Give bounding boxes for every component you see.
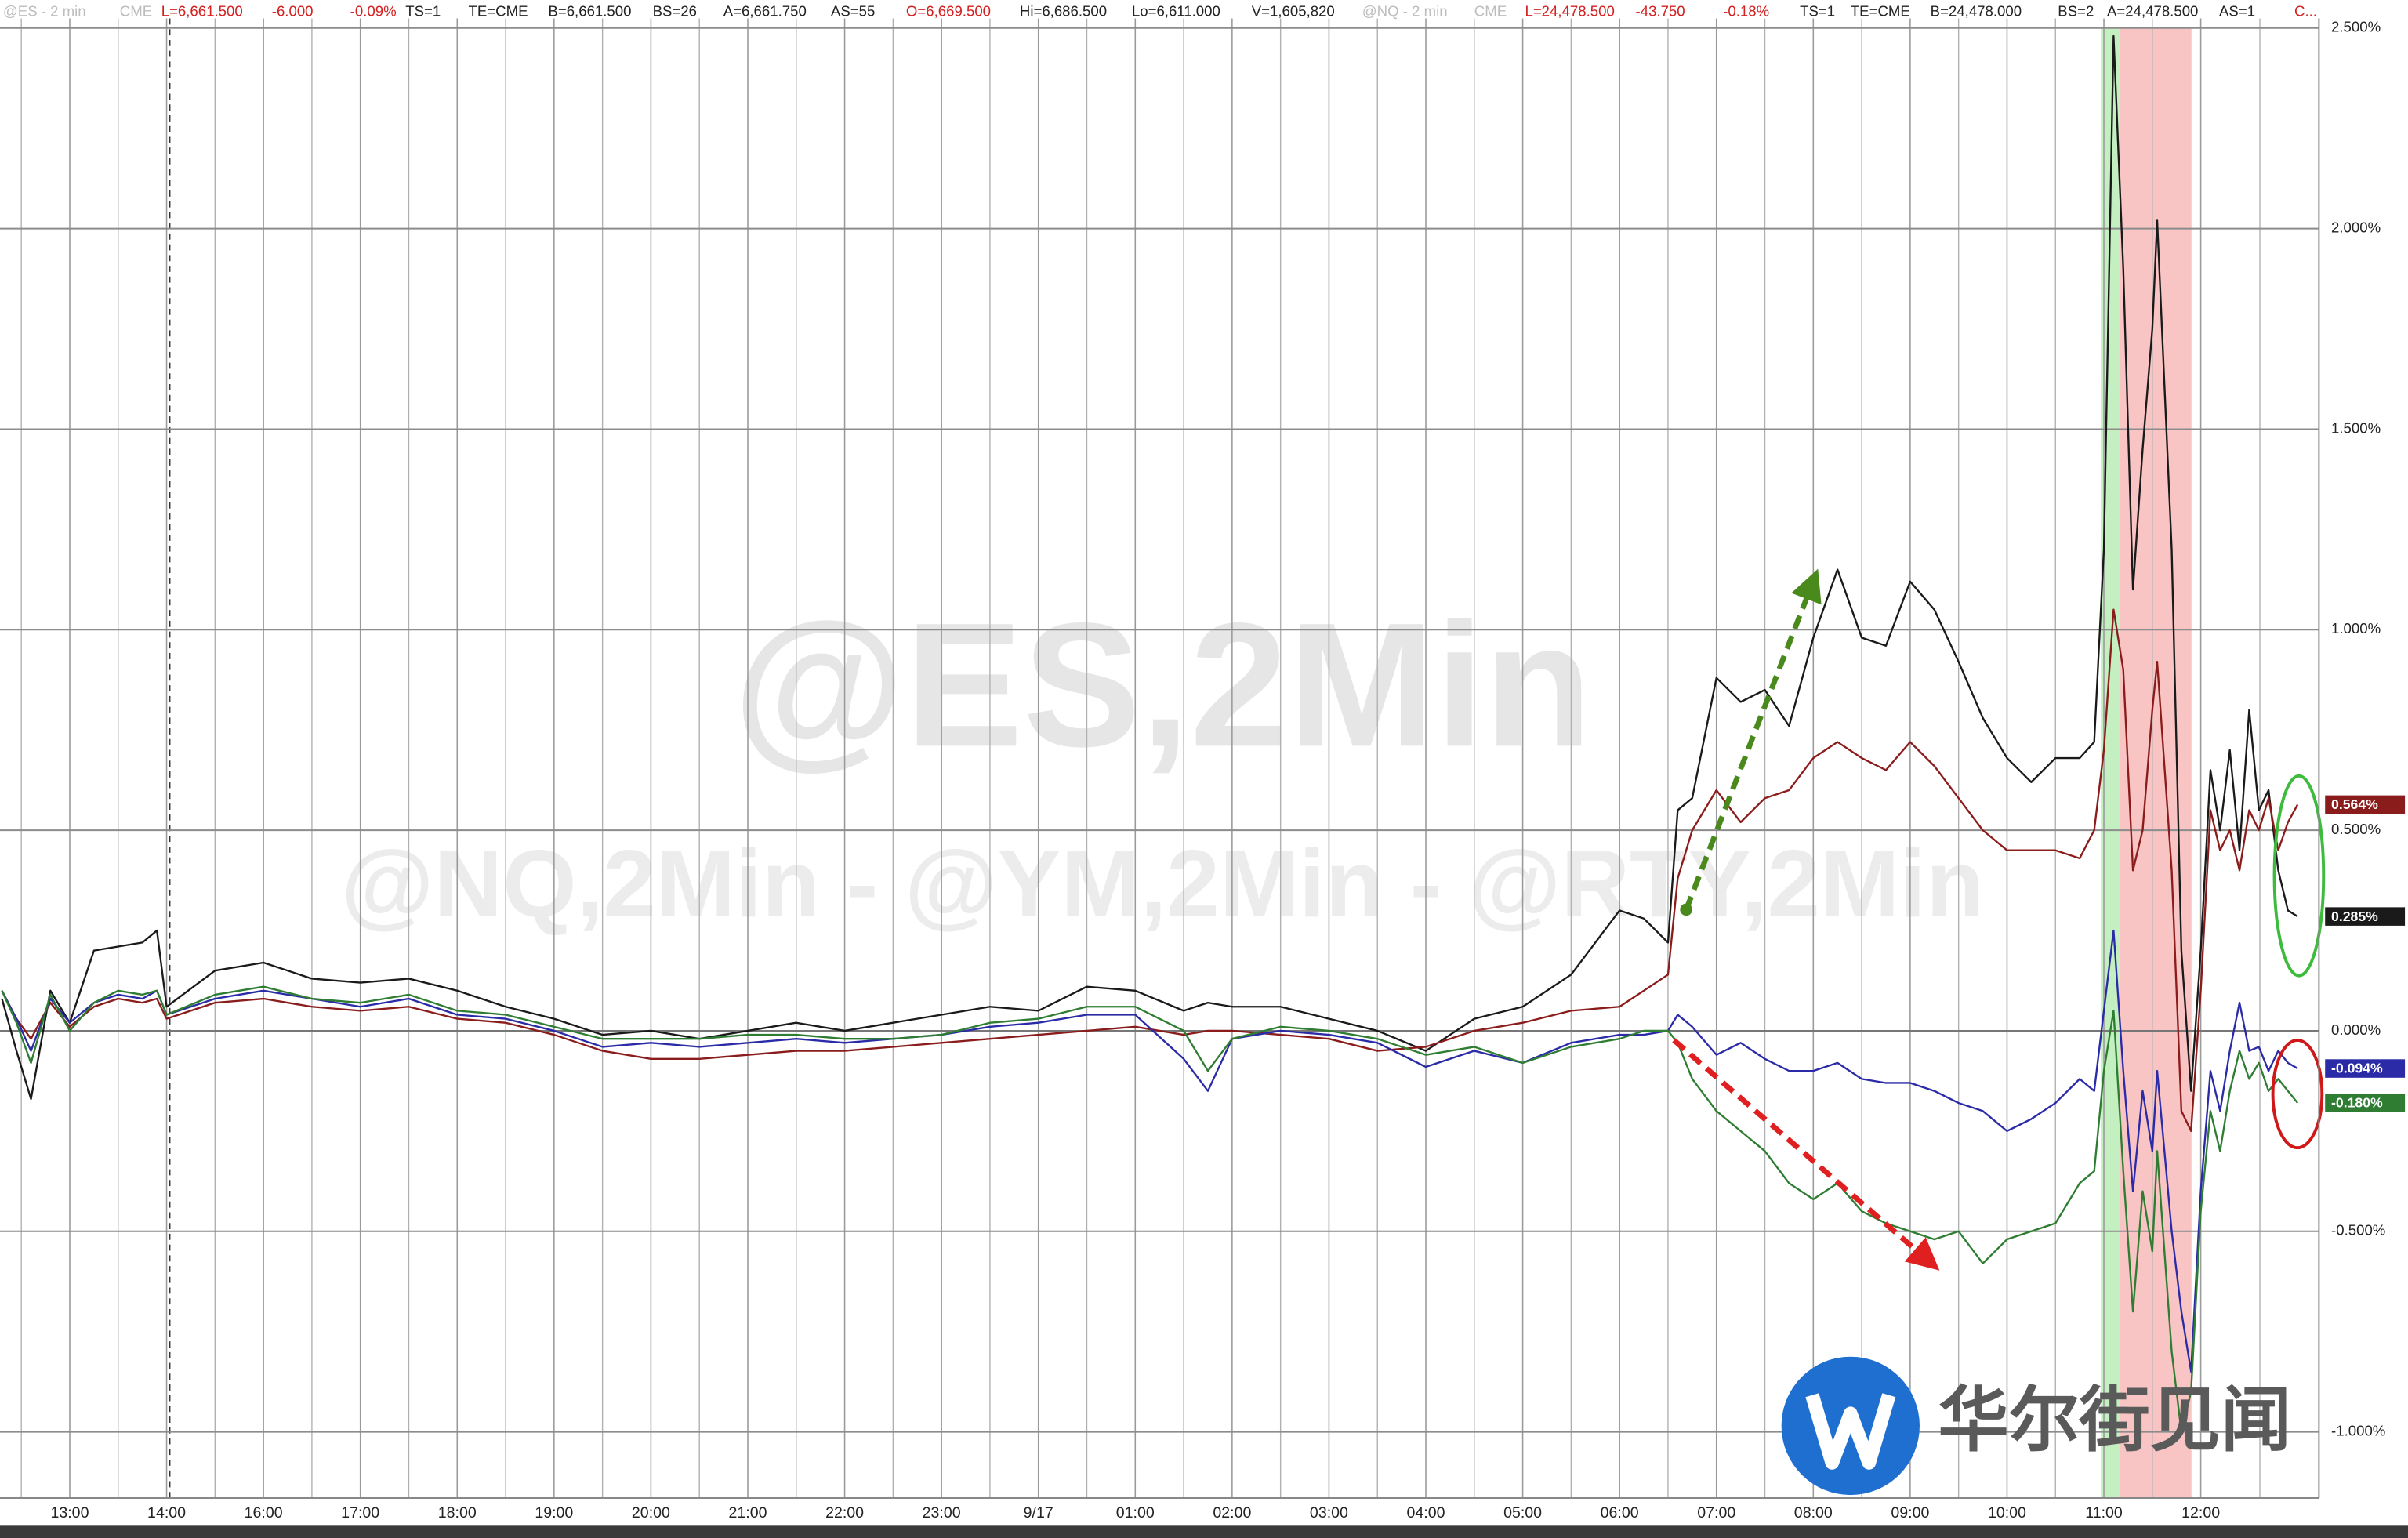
x-tick-label: 04:00	[1407, 1504, 1445, 1522]
series-line	[1, 985, 2299, 1433]
header-item: TE=CME	[469, 3, 528, 20]
bottom-bar	[0, 1525, 2408, 1538]
header-item: L=24,478.500	[1525, 3, 1614, 20]
header-item: A=6,661.750	[723, 3, 807, 20]
arrow-dot	[1680, 903, 1693, 916]
y-tick-label: -0.500%	[2331, 1222, 2385, 1239]
x-tick-label: 16:00	[245, 1504, 283, 1522]
header-item: O=6,669.500	[906, 3, 991, 20]
header-item: CME	[1474, 3, 1507, 20]
y-tick-label: 0.500%	[2331, 821, 2381, 837]
last-value-label: -0.180%	[2331, 1095, 2383, 1111]
header-item: -6.000	[272, 3, 314, 20]
header-item: C...	[2294, 3, 2317, 20]
x-tick-label: 09:00	[1891, 1504, 1929, 1522]
x-tick-label: 22:00	[825, 1504, 864, 1522]
y-tick-label: 2.500%	[2331, 19, 2381, 35]
x-tick-label: 11:00	[2085, 1504, 2123, 1522]
x-tick-label: 08:00	[1794, 1504, 1833, 1522]
last-value-label: -0.094%	[2331, 1061, 2383, 1076]
y-tick-label: 0.000%	[2331, 1021, 2381, 1038]
last-value-label: 0.564%	[2331, 796, 2378, 812]
header-item: Hi=6,686.500	[1020, 3, 1107, 20]
x-tick-label: 14:00	[147, 1504, 186, 1522]
last-value-badge	[2325, 795, 2406, 814]
y-tick-label: -1.000%	[2331, 1423, 2385, 1439]
header-item: B=24,478.000	[1931, 3, 2022, 20]
header-item: -43.750	[1636, 3, 1685, 20]
last-value-badge	[2325, 1059, 2406, 1078]
header: @ES - 2 min CME L=6,661.500 -6.000 -0.09% TS=…	[3, 3, 2317, 20]
red-circle	[2271, 1038, 2324, 1150]
x-tick-label: 20:00	[632, 1504, 670, 1522]
grid	[0, 18, 2319, 1499]
series-line	[1, 34, 2298, 1101]
x-tick-label: 18:00	[438, 1504, 477, 1522]
header-item: CME	[120, 3, 152, 20]
axes: 13:00 14:00 16:00 17:00 18:00 19:00 20:00 21:00…	[0, 18, 2408, 1538]
series-line	[1, 608, 2299, 1133]
header-item: L=6,661.500	[161, 3, 243, 20]
last-value-badge	[2325, 1094, 2406, 1112]
header-item: A=24,478.500	[2107, 3, 2198, 20]
y-tick-label: 1.000%	[2331, 620, 2381, 637]
x-tick-label: 10:00	[1988, 1504, 2026, 1522]
header-item: AS=55	[831, 3, 875, 20]
watermark: @ES,2Min	[733, 586, 1592, 783]
header-item: TE=CME	[1851, 3, 1910, 20]
x-tick-label: 05:00	[1503, 1504, 1542, 1522]
x-tick-label: 01:00	[1116, 1504, 1155, 1522]
x-tick-label: 12:00	[2181, 1504, 2220, 1522]
header-item: -0.18%	[1723, 3, 1769, 20]
x-tick-label: 21:00	[728, 1504, 767, 1522]
watermark: @NQ,2Min - @YM,2Min - @RTY,2Min	[341, 830, 1984, 937]
x-tick-label: 19:00	[535, 1504, 573, 1522]
header-item: AS=1	[2219, 3, 2255, 20]
header-item: Lo=6,611.000	[1132, 3, 1220, 20]
series-line	[1, 929, 2298, 1373]
header-item: BS=2	[2058, 3, 2094, 20]
header-item: @NQ - 2 min	[1362, 3, 1448, 20]
x-tick-label: 07:00	[1697, 1504, 1735, 1522]
y-tick-label: 2.000%	[2331, 219, 2381, 236]
header-item: BS=26	[653, 3, 697, 20]
series-lines	[1, 34, 2299, 1433]
header-item: TS=1	[405, 3, 441, 20]
x-tick-label: 03:00	[1310, 1504, 1348, 1522]
green-circle	[2272, 774, 2326, 978]
x-tick-label: 23:00	[923, 1504, 961, 1522]
up-arrow	[1683, 568, 1822, 911]
logo-mark	[1805, 1393, 1896, 1470]
last-value-badge	[2325, 907, 2406, 926]
x-tick-label: 06:00	[1601, 1504, 1639, 1522]
header-item: TS=1	[1800, 3, 1835, 20]
header-item: B=6,661.500	[548, 3, 631, 20]
last-value-label: 0.285%	[2331, 909, 2378, 924]
logo: 华尔街见闻	[1781, 1356, 2291, 1496]
header-item: V=1,605,820	[1252, 3, 1335, 20]
header-item: @ES - 2 min	[3, 3, 86, 20]
header-item: -0.09%	[350, 3, 397, 20]
x-tick-label: 02:00	[1213, 1504, 1251, 1522]
x-tick-label: 17:00	[341, 1504, 379, 1522]
annotations	[1672, 568, 2326, 1271]
x-tick-label: 9/17	[1024, 1504, 1054, 1522]
x-tick-label: 13:00	[50, 1504, 89, 1522]
down-arrow	[1672, 1038, 1940, 1271]
green-band	[2101, 27, 2120, 1499]
logo-text: 华尔街见闻	[1938, 1381, 2291, 1460]
y-tick-label: 1.500%	[2331, 419, 2381, 436]
